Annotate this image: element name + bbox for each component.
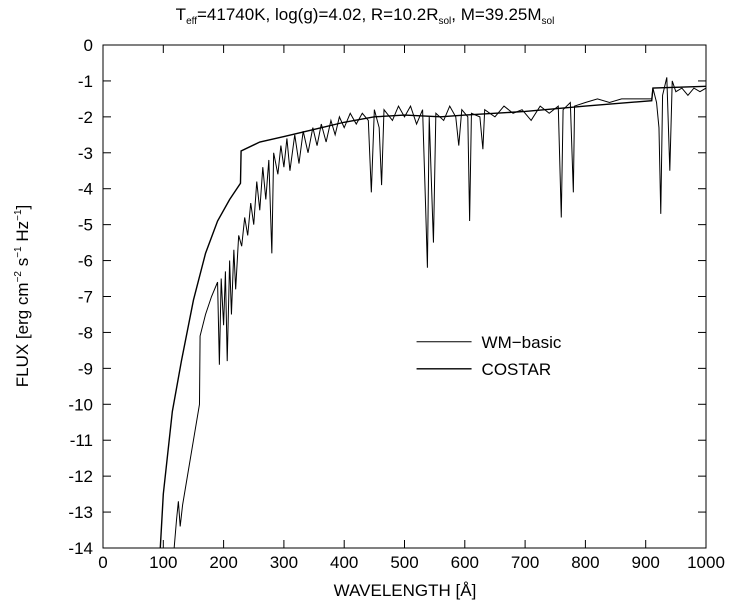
- text-part: , M=39.25M: [451, 5, 541, 24]
- y-tick-label: -4: [78, 180, 93, 199]
- x-tick-label: 600: [451, 553, 479, 572]
- text-part: −1: [13, 209, 24, 221]
- text-part: −2: [13, 271, 24, 283]
- y-tick-label: -9: [78, 359, 93, 378]
- text-part: =41740K, log(g)=4.02, R=10.2R: [197, 5, 438, 24]
- y-tick-label: -11: [70, 431, 93, 450]
- legend-label: WM−basic: [482, 333, 562, 352]
- y-tick-label: -14: [68, 539, 93, 558]
- text-part: ]: [13, 205, 32, 210]
- x-tick-label: 900: [632, 553, 660, 572]
- x-tick-label: 0: [98, 553, 107, 572]
- y-tick-label: -2: [78, 108, 93, 127]
- x-tick-label: 800: [571, 553, 599, 572]
- text-part: T: [176, 5, 186, 24]
- series-line: [173, 77, 706, 548]
- x-axis-label: WAVELENGTH [Å]: [334, 581, 477, 600]
- y-tick-label: -7: [78, 288, 93, 307]
- text-part: eff: [186, 16, 197, 27]
- text-part: Hz: [13, 221, 32, 247]
- legend-label: COSTAR: [482, 360, 552, 379]
- text-part: s: [13, 258, 32, 271]
- y-tick-label: -10: [68, 395, 93, 414]
- y-tick-label: 0: [84, 36, 93, 55]
- plot-frame: [102, 44, 707, 549]
- x-tick-label: 700: [511, 553, 539, 572]
- x-tick-label: 400: [330, 553, 358, 572]
- x-tick-label: 100: [149, 553, 177, 572]
- y-tick-label: -1: [78, 72, 93, 91]
- text-part: sol: [438, 16, 451, 27]
- y-tick-label: -5: [78, 216, 93, 235]
- y-tick-label: -13: [68, 503, 93, 522]
- y-tick-label: -3: [78, 144, 93, 163]
- x-tick-label: 500: [390, 553, 418, 572]
- x-tick-label: 300: [270, 553, 298, 572]
- y-tick-label: -6: [78, 252, 93, 271]
- x-tick-label: 1000: [687, 553, 725, 572]
- x-tick-label: 200: [209, 553, 237, 572]
- y-tick-label: -8: [78, 323, 93, 342]
- y-tick-label: -12: [68, 467, 93, 486]
- chart-title: Teff=41740K, log(g)=4.02, R=10.2Rsol, M=…: [176, 5, 555, 27]
- y-axis-label: FLUX [erg cm−2 s−1 Hz−1]: [13, 205, 32, 388]
- text-part: FLUX [erg cm: [13, 282, 32, 387]
- series-line: [159, 85, 706, 548]
- text-part: sol: [542, 16, 555, 27]
- text-part: −1: [13, 246, 24, 258]
